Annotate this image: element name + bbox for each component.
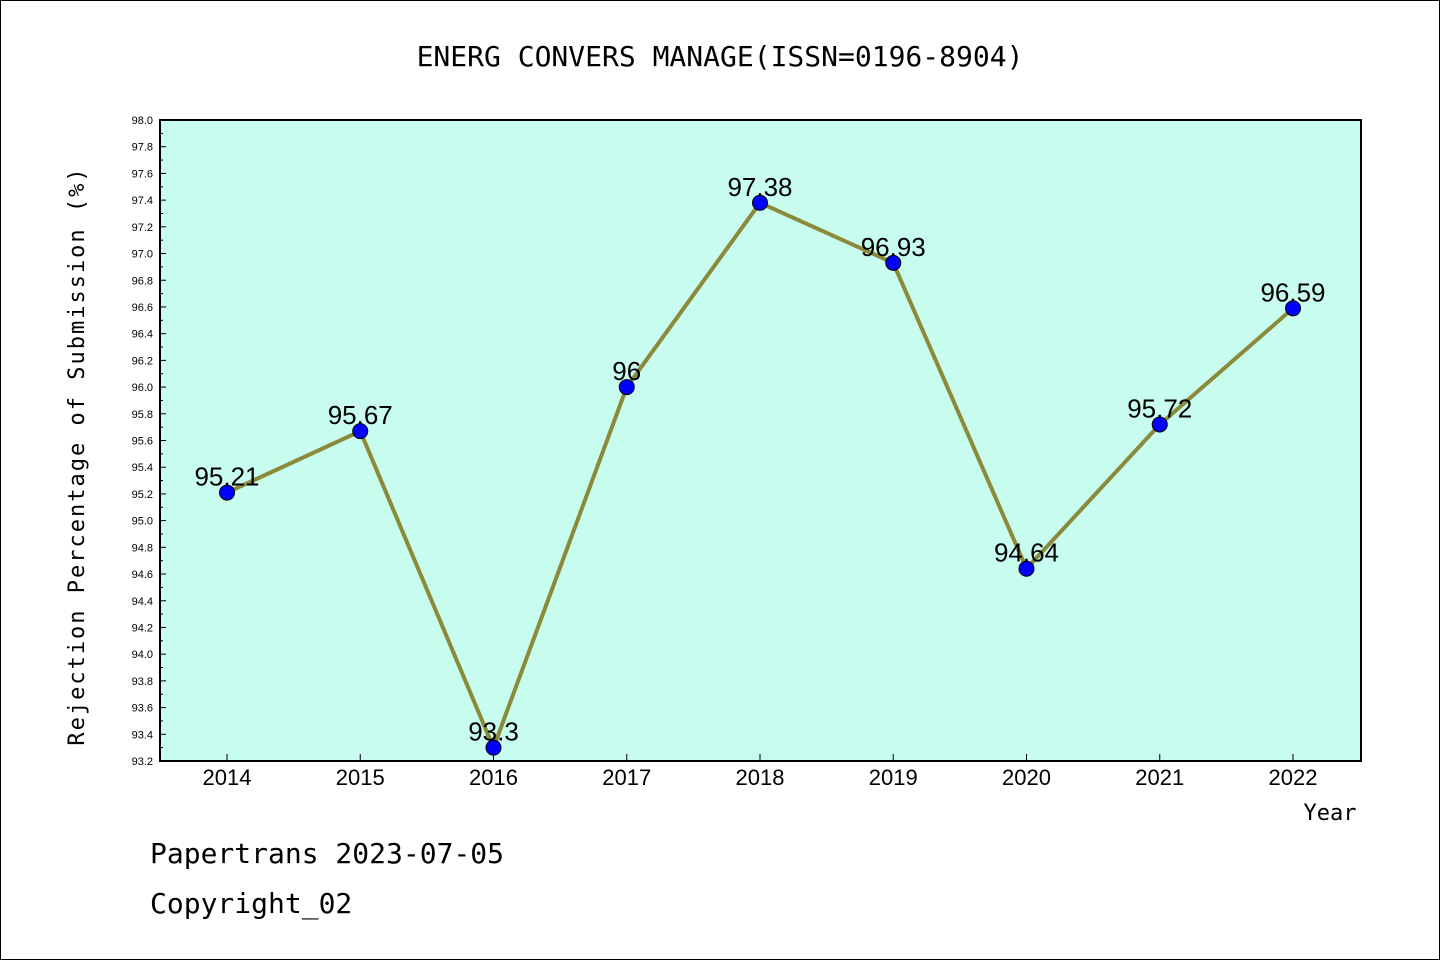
data-point (1285, 300, 1301, 317)
data-label: 97.38 (727, 172, 792, 202)
data-point (1151, 416, 1168, 433)
y-tick-label: 94.8 (132, 542, 153, 554)
y-tick-label: 98.0 (132, 115, 153, 127)
x-axis: 2014 2015 2016 2017 2018 2019 2020 2021 2022 (203, 754, 1318, 790)
y-tick-label: 94.0 (132, 649, 153, 661)
y-tick-label: 95.8 (132, 409, 153, 421)
data-label: 96 (612, 356, 641, 386)
y-tick-label: 97.4 (132, 195, 153, 207)
x-axis-label: Year (1304, 801, 1357, 826)
x-tick-label: 2020 (1002, 765, 1051, 790)
y-tick-label: 97.2 (132, 222, 153, 234)
y-tick-label: 93.4 (132, 729, 153, 741)
y-tick-label: 95.0 (132, 516, 153, 528)
y-tick-label: 97.8 (132, 142, 153, 154)
data-point (885, 254, 902, 271)
y-tick-label: 93.8 (132, 676, 153, 688)
data-label: 95.67 (328, 400, 393, 430)
y-tick-label: 95.6 (132, 436, 153, 448)
data-label: 96.59 (1260, 277, 1325, 307)
data-point (618, 379, 635, 396)
y-tick-label: 95.4 (132, 462, 153, 474)
x-tick-label: 2014 (203, 765, 252, 790)
y-tick-label: 96.8 (132, 275, 153, 287)
data-label: 95.72 (1127, 393, 1192, 423)
data-point (485, 739, 502, 756)
x-tick-label: 2019 (869, 765, 918, 790)
plot-area (159, 119, 1362, 762)
x-tick-label: 2022 (1269, 765, 1318, 790)
y-axis-label: Rejection Percentage of Submission (%) (65, 166, 90, 745)
x-tick-label: 2018 (736, 765, 785, 790)
chart-title: ENERG CONVERS MANAGE(ISSN=0196-8904) (417, 40, 1024, 73)
data-label: 94.64 (994, 538, 1059, 568)
y-axis: 93.2 93.4 93.6 93.8 94.0 94.2 94.4 94.6 94.8 95.0… (132, 115, 166, 768)
x-tick-label: 2015 (336, 765, 385, 790)
data-point (752, 194, 768, 211)
y-tick-label: 97.6 (132, 168, 153, 180)
y-tick-label: 94.2 (132, 622, 153, 634)
y-tick-label: 94.6 (132, 569, 153, 581)
series: 95.21 95.67 93.3 96 97.38 96.93 94.64 95.72 96.5… (194, 172, 1326, 756)
y-tick-label: 97.0 (132, 249, 153, 261)
y-tick-label: 96.2 (132, 355, 153, 367)
y-tick-label: 93.2 (132, 756, 153, 768)
data-label: 95.21 (194, 462, 259, 492)
y-tick-label: 93.6 (132, 703, 153, 715)
y-tick-label: 96.6 (132, 302, 153, 314)
y-tick-label: 94.4 (132, 596, 153, 608)
x-tick-label: 2017 (602, 765, 651, 790)
footer-copyright: Copyright_02 (150, 887, 352, 921)
data-label: 96.93 (861, 232, 926, 262)
x-tick-label: 2021 (1135, 765, 1184, 790)
data-point (219, 484, 235, 501)
y-tick-label: 96.0 (132, 382, 153, 394)
data-point (352, 423, 369, 440)
data-point (1018, 560, 1035, 577)
data-label: 93.3 (468, 717, 519, 747)
x-tick-label: 2016 (469, 765, 518, 790)
y-tick-label: 95.2 (132, 489, 153, 501)
y-tick-label: 96.4 (132, 329, 153, 341)
footer-date: Papertrans 2023-07-05 (150, 837, 504, 870)
